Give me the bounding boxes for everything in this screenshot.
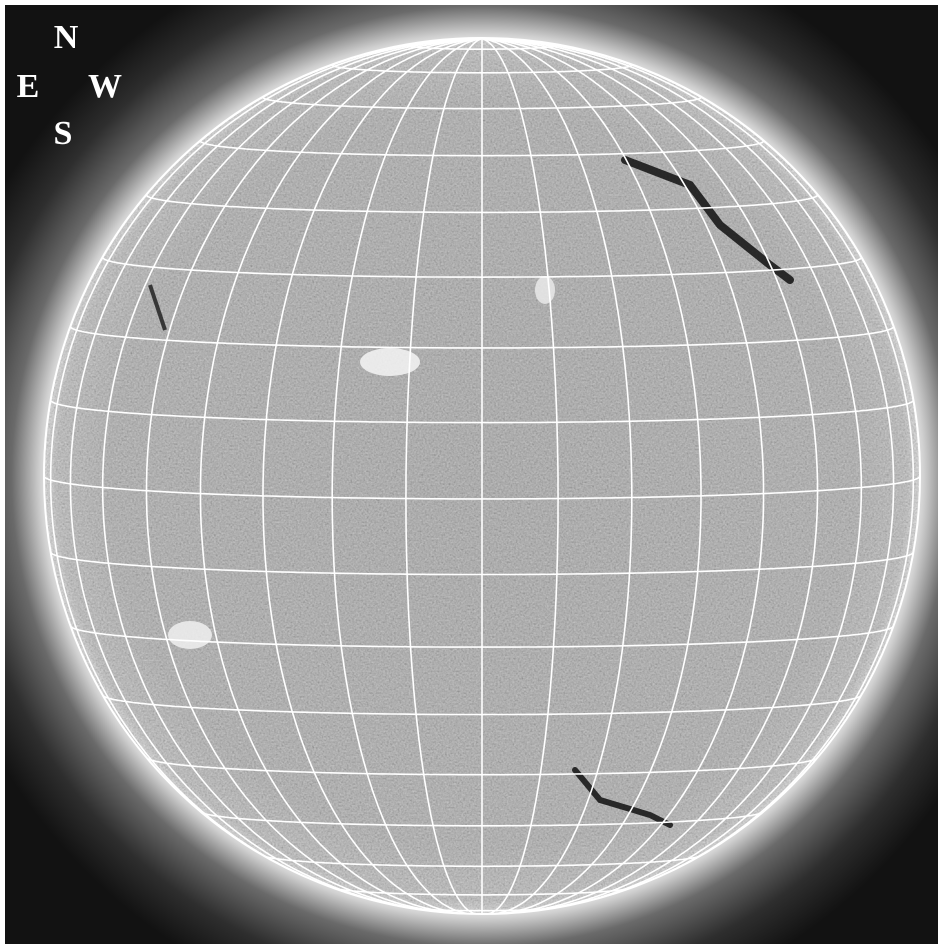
east-label: E [17, 68, 40, 105]
south-label: S [54, 115, 73, 152]
solar-image: N E W S [0, 0, 943, 949]
north-label: N [54, 19, 79, 56]
west-label: W [88, 68, 122, 105]
